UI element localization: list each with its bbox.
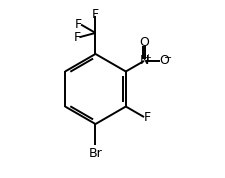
Text: −: − <box>163 53 171 63</box>
Text: O: O <box>138 36 148 49</box>
Text: Br: Br <box>88 147 102 160</box>
Text: +: + <box>144 53 151 62</box>
Text: F: F <box>92 7 99 20</box>
Text: F: F <box>75 18 82 31</box>
Text: F: F <box>143 111 150 124</box>
Text: F: F <box>73 31 80 44</box>
Text: N: N <box>139 54 148 67</box>
Text: O: O <box>158 54 168 67</box>
